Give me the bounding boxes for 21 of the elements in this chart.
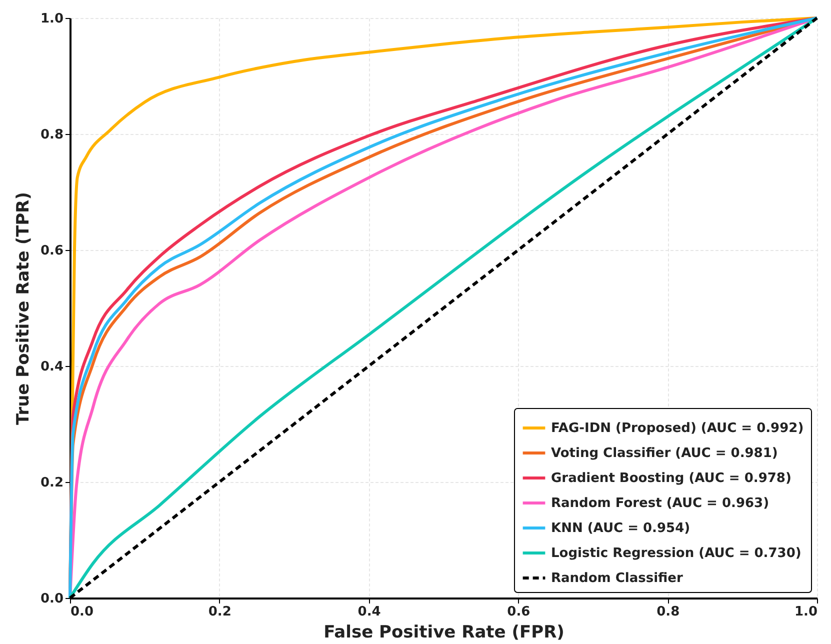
legend-label: Random Forest (AUC = 0.963)	[551, 496, 770, 511]
legend-label: Logistic Regression (AUC = 0.730)	[551, 546, 802, 561]
legend-label: Random Classifier	[551, 571, 684, 586]
legend-label: FAG-IDN (Proposed) (AUC = 0.992)	[551, 421, 804, 436]
legend-label: Voting Classifier (AUC = 0.981)	[551, 446, 778, 461]
x-tick-label: 0.8	[656, 604, 680, 620]
x-axis-title: False Positive Rate (FPR)	[324, 622, 564, 642]
x-tick-label: 0.0	[70, 604, 94, 620]
y-tick-label: 1.0	[40, 12, 64, 26]
y-tick-label: 0.0	[40, 592, 64, 606]
y-tick-label: 0.4	[40, 360, 64, 374]
x-tick-label: 1.0	[794, 604, 818, 620]
y-tick-label: 0.6	[40, 244, 64, 258]
x-tick-label: 0.2	[208, 604, 232, 620]
y-tick-label: 0.8	[40, 128, 64, 142]
x-tick-label: 0.6	[507, 604, 530, 620]
legend-label: Gradient Boosting (AUC = 0.978)	[551, 471, 792, 486]
x-tick-label: 0.4	[358, 604, 381, 620]
y-axis-title: True Positive Rate (TPR)	[13, 192, 34, 426]
y-tick-label: 0.2	[40, 476, 64, 490]
legend-label: KNN (AUC = 0.954)	[551, 521, 690, 536]
